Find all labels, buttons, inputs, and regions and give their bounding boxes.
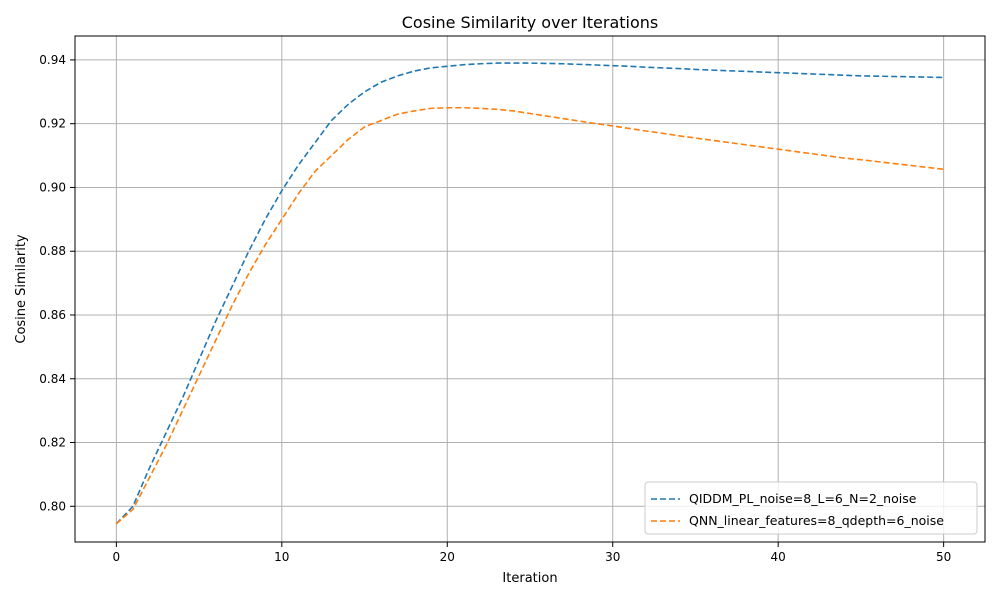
series-line-1 [115, 62, 944, 525]
y-tick-label: 0.80 [39, 499, 66, 513]
y-axis-label: Cosine Similarity [14, 234, 29, 344]
x-tick-label: 20 [440, 550, 455, 564]
chart-title: Cosine Similarity over Iterations [402, 13, 659, 32]
y-tick-label: 0.82 [39, 436, 66, 450]
series-layer [115, 62, 944, 525]
y-tick-label: 0.88 [39, 244, 66, 258]
x-tick-label: 40 [771, 550, 786, 564]
x-tick-label: 10 [274, 550, 289, 564]
legend-box [644, 481, 978, 535]
legend-label-2: QNN_linear_features=8_qdepth=6_noise [689, 513, 944, 528]
y-tick-label: 0.84 [39, 372, 66, 386]
series-line-2 [115, 106, 944, 525]
y-tick-label: 0.92 [39, 117, 66, 131]
x-tick-label: 0 [113, 550, 121, 564]
y-tick-label: 0.94 [39, 53, 66, 67]
x-axis: 0 10 20 30 40 50 [113, 542, 951, 564]
x-axis-label: Iteration [502, 571, 557, 586]
legend: QIDDM_PL_noise=8_L=6_N=2_noise QNN_linear… [644, 481, 978, 535]
legend-label-1: QIDDM_PL_noise=8_L=6_N=2_noise [689, 491, 917, 506]
y-tick-label: 0.90 [39, 180, 66, 194]
plot-frame [74, 35, 986, 543]
y-axis: 0.80 0.82 0.84 0.86 0.88 0.90 0.92 0.94 [39, 53, 75, 513]
y-tick-label: 0.86 [39, 308, 66, 322]
grid-lines [75, 36, 985, 542]
x-tick-label: 50 [936, 550, 951, 564]
x-tick-label: 30 [605, 550, 620, 564]
